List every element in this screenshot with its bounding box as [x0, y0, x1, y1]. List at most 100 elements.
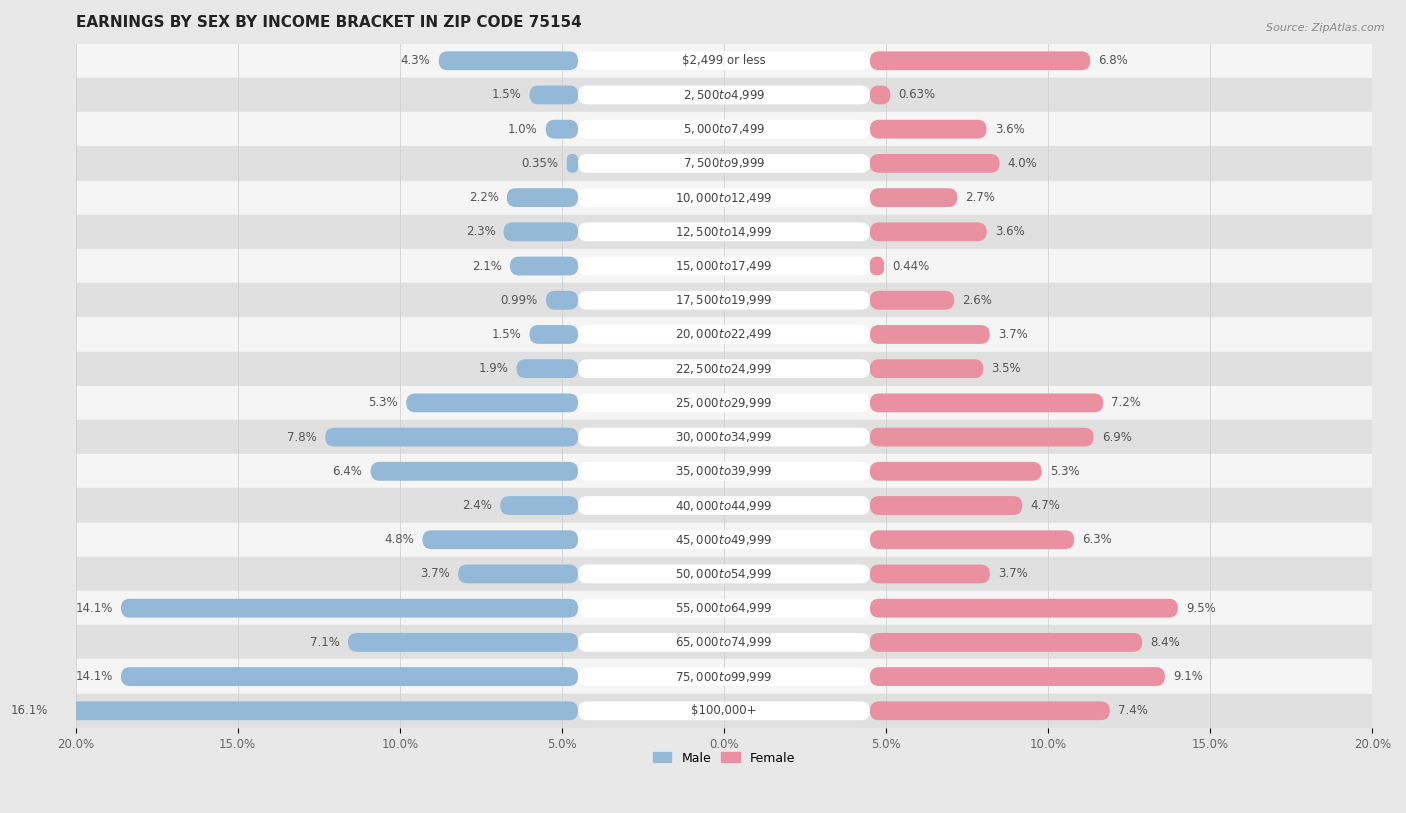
Text: $55,000 to $64,999: $55,000 to $64,999: [675, 601, 773, 615]
Text: 4.3%: 4.3%: [401, 54, 430, 67]
Text: $50,000 to $54,999: $50,000 to $54,999: [675, 567, 773, 581]
Text: 2.6%: 2.6%: [962, 293, 993, 307]
Text: 7.8%: 7.8%: [287, 431, 318, 444]
FancyBboxPatch shape: [578, 154, 870, 173]
FancyBboxPatch shape: [578, 325, 870, 344]
Text: $75,000 to $99,999: $75,000 to $99,999: [675, 670, 773, 684]
Bar: [76, 420, 1372, 454]
Bar: [76, 180, 1372, 215]
Text: 2.1%: 2.1%: [472, 259, 502, 272]
FancyBboxPatch shape: [870, 291, 955, 310]
FancyBboxPatch shape: [121, 598, 578, 618]
Bar: [76, 523, 1372, 557]
Bar: [76, 591, 1372, 625]
Text: 4.7%: 4.7%: [1031, 499, 1060, 512]
FancyBboxPatch shape: [870, 393, 1104, 412]
FancyBboxPatch shape: [458, 564, 578, 584]
FancyBboxPatch shape: [530, 325, 578, 344]
FancyBboxPatch shape: [870, 530, 1074, 549]
Text: $5,000 to $7,499: $5,000 to $7,499: [683, 122, 765, 137]
FancyBboxPatch shape: [578, 257, 870, 276]
Text: 3.7%: 3.7%: [420, 567, 450, 580]
Text: 1.0%: 1.0%: [508, 123, 537, 136]
FancyBboxPatch shape: [578, 667, 870, 686]
Text: $7,500 to $9,999: $7,500 to $9,999: [683, 156, 765, 171]
Text: 14.1%: 14.1%: [76, 670, 112, 683]
FancyBboxPatch shape: [578, 598, 870, 618]
FancyBboxPatch shape: [578, 189, 870, 207]
FancyBboxPatch shape: [870, 51, 1091, 70]
Text: $2,500 to $4,999: $2,500 to $4,999: [683, 88, 765, 102]
FancyBboxPatch shape: [501, 496, 578, 515]
Text: 7.2%: 7.2%: [1111, 397, 1142, 410]
FancyBboxPatch shape: [406, 393, 578, 412]
FancyBboxPatch shape: [870, 154, 1000, 173]
FancyBboxPatch shape: [56, 702, 578, 720]
Text: 2.2%: 2.2%: [468, 191, 499, 204]
Text: 6.9%: 6.9%: [1102, 431, 1132, 444]
FancyBboxPatch shape: [371, 462, 578, 480]
FancyBboxPatch shape: [510, 257, 578, 276]
FancyBboxPatch shape: [870, 223, 987, 241]
FancyBboxPatch shape: [870, 85, 890, 104]
Text: $25,000 to $29,999: $25,000 to $29,999: [675, 396, 772, 410]
FancyBboxPatch shape: [422, 530, 578, 549]
FancyBboxPatch shape: [870, 702, 1109, 720]
Text: 5.3%: 5.3%: [1050, 465, 1080, 478]
Bar: [76, 44, 1372, 78]
Text: $17,500 to $19,999: $17,500 to $19,999: [675, 293, 773, 307]
Bar: [76, 112, 1372, 146]
FancyBboxPatch shape: [578, 496, 870, 515]
FancyBboxPatch shape: [578, 51, 870, 70]
Text: 1.5%: 1.5%: [492, 89, 522, 102]
Text: 0.63%: 0.63%: [898, 89, 935, 102]
Bar: [76, 386, 1372, 420]
FancyBboxPatch shape: [578, 223, 870, 241]
Text: 7.1%: 7.1%: [309, 636, 340, 649]
FancyBboxPatch shape: [578, 633, 870, 652]
FancyBboxPatch shape: [578, 702, 870, 720]
Bar: [76, 693, 1372, 728]
Bar: [76, 625, 1372, 659]
Bar: [76, 283, 1372, 317]
FancyBboxPatch shape: [870, 598, 1178, 618]
FancyBboxPatch shape: [578, 564, 870, 584]
FancyBboxPatch shape: [546, 291, 578, 310]
Bar: [76, 557, 1372, 591]
Text: $65,000 to $74,999: $65,000 to $74,999: [675, 636, 773, 650]
FancyBboxPatch shape: [870, 359, 983, 378]
FancyBboxPatch shape: [578, 462, 870, 480]
FancyBboxPatch shape: [121, 667, 578, 686]
Text: 9.1%: 9.1%: [1173, 670, 1204, 683]
Text: 3.7%: 3.7%: [998, 328, 1028, 341]
Text: $10,000 to $12,499: $10,000 to $12,499: [675, 190, 773, 205]
Bar: [76, 146, 1372, 180]
FancyBboxPatch shape: [870, 257, 884, 276]
Text: 4.8%: 4.8%: [385, 533, 415, 546]
FancyBboxPatch shape: [870, 564, 990, 584]
FancyBboxPatch shape: [870, 462, 1042, 480]
Text: 6.4%: 6.4%: [333, 465, 363, 478]
Bar: [76, 215, 1372, 249]
FancyBboxPatch shape: [870, 496, 1022, 515]
Text: 0.99%: 0.99%: [501, 293, 538, 307]
Bar: [76, 659, 1372, 693]
Text: 2.4%: 2.4%: [463, 499, 492, 512]
FancyBboxPatch shape: [567, 154, 578, 173]
Bar: [76, 249, 1372, 283]
Text: $40,000 to $44,999: $40,000 to $44,999: [675, 498, 773, 512]
Text: $12,500 to $14,999: $12,500 to $14,999: [675, 225, 773, 239]
Text: $2,499 or less: $2,499 or less: [682, 54, 766, 67]
Text: 6.8%: 6.8%: [1098, 54, 1128, 67]
FancyBboxPatch shape: [546, 120, 578, 138]
FancyBboxPatch shape: [578, 291, 870, 310]
Text: 8.4%: 8.4%: [1150, 636, 1180, 649]
Text: 3.6%: 3.6%: [994, 123, 1025, 136]
Text: $20,000 to $22,499: $20,000 to $22,499: [675, 328, 773, 341]
Text: 3.7%: 3.7%: [998, 567, 1028, 580]
Bar: [76, 351, 1372, 386]
Text: 0.35%: 0.35%: [522, 157, 558, 170]
Text: $35,000 to $39,999: $35,000 to $39,999: [675, 464, 773, 478]
FancyBboxPatch shape: [439, 51, 578, 70]
FancyBboxPatch shape: [578, 85, 870, 104]
